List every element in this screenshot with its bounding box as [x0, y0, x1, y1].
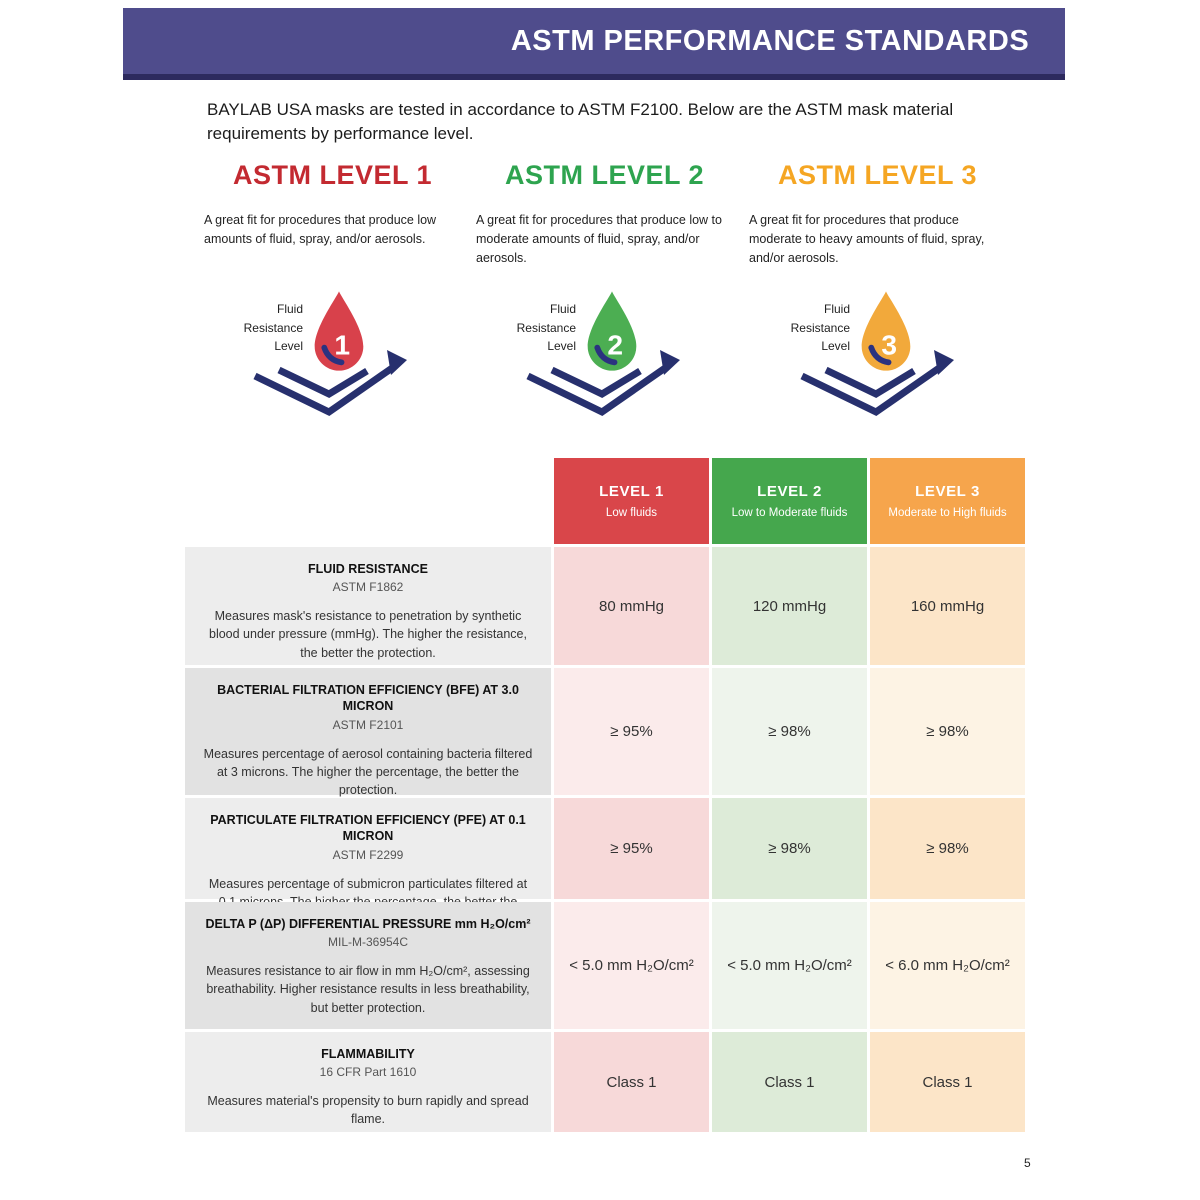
column-subtitle: Low fluids [605, 507, 658, 519]
table-value: 80 mmHg [554, 547, 709, 665]
table-value: ≥ 98% [870, 798, 1025, 899]
page-number: 5 [1024, 1156, 1031, 1170]
level-1-section: ASTM LEVEL 1 A great fit for procedures … [190, 160, 475, 249]
row-description: Measures material's propensity to burn r… [207, 1094, 529, 1127]
row-standard: ASTM F2101 [332, 717, 404, 732]
row-standard: ASTM F2299 [332, 847, 404, 862]
table-value: ≥ 98% [870, 668, 1025, 795]
row-title: FLAMMABILITY [321, 1047, 415, 1061]
droplet-icon: 3 [861, 291, 911, 371]
row-standard: ASTM F1862 [332, 580, 404, 595]
row-standard: 16 CFR Part 1610 [319, 1065, 417, 1080]
intro-text: BAYLAB USA masks are tested in accordanc… [207, 100, 954, 143]
column-title: LEVEL 3 [915, 483, 980, 500]
row-standard: MIL-M-36954C [327, 935, 409, 950]
fluid-resistance-label: Fluid Resistance Level [243, 302, 303, 354]
table-value: 160 mmHg [870, 547, 1025, 665]
droplet-number: 3 [881, 330, 897, 361]
column-title: LEVEL 2 [757, 483, 822, 500]
level-2-section: ASTM LEVEL 2 A great fit for procedures … [462, 160, 747, 267]
droplet-icon: 1 [314, 291, 364, 371]
row-description: Measures mask's resistance to penetratio… [209, 609, 527, 660]
column-subtitle: Moderate to High fluids [888, 507, 1007, 519]
table-value: ≥ 95% [554, 668, 709, 795]
level-1-heading: ASTM LEVEL 1 [232, 160, 433, 190]
fluid-resistance-icon-level-1: Fluid Resistance Level 1 [225, 288, 445, 423]
table-value: < 5.0 mm H₂O/cm² [554, 902, 709, 1029]
table-value: Class 1 [712, 1032, 867, 1132]
level-3-section: ASTM LEVEL 3 A great fit for procedures … [735, 160, 1020, 267]
header-banner: ASTM PERFORMANCE STANDARDS [123, 8, 1065, 80]
level-3-description: A great fit for procedures that produce … [749, 213, 985, 265]
row-title: DELTA P (ΔP) DIFFERENTIAL PRESSURE mm H₂… [205, 917, 531, 931]
level-2-heading: ASTM LEVEL 2 [504, 160, 705, 190]
level-2-description: A great fit for procedures that produce … [476, 213, 722, 265]
row-label-bfe: BACTERIAL FILTRATION EFFICIENCY (BFE) AT… [185, 668, 551, 797]
fluid-resistance-icon-level-3: Fluid Resistance Level 3 [772, 288, 992, 423]
row-label-flammability: FLAMMABILITY 16 CFR Part 1610 Measures m… [185, 1032, 551, 1132]
table-value: 120 mmHg [712, 547, 867, 665]
row-label-pfe: PARTICULATE FILTRATION EFFICIENCY (PFE) … [185, 798, 551, 927]
table-value: Class 1 [554, 1032, 709, 1132]
column-subtitle: Low to Moderate fluids [731, 507, 848, 519]
page-title: ASTM PERFORMANCE STANDARDS [510, 25, 1030, 57]
table-value: ≥ 98% [712, 798, 867, 899]
row-label-fluid-resistance: FLUID RESISTANCE ASTM F1862 Measures mas… [185, 547, 551, 665]
column-title: LEVEL 1 [599, 483, 664, 500]
layers-arrow-icon [526, 350, 680, 417]
table-value: ≥ 98% [712, 668, 867, 795]
table-value: Class 1 [870, 1032, 1025, 1132]
row-description: Measures percentage of aerosol containin… [203, 746, 533, 797]
column-header-level-1: LEVEL 1 Low fluids [554, 458, 709, 544]
fluid-resistance-label: Fluid Resistance Level [516, 302, 576, 354]
table-value: < 5.0 mm H₂O/cm² [712, 902, 867, 1029]
table-corner-cell [185, 458, 551, 544]
layers-arrow-icon [800, 350, 954, 417]
fluid-resistance-label: Fluid Resistance Level [790, 302, 850, 354]
fluid-resistance-icon-level-2: Fluid Resistance Level 2 [498, 288, 718, 423]
row-title: FLUID RESISTANCE [308, 562, 428, 576]
table-value: ≥ 95% [554, 798, 709, 899]
row-title: BACTERIAL FILTRATION EFFICIENCY (BFE) AT… [217, 683, 519, 714]
column-header-level-2: LEVEL 2 Low to Moderate fluids [712, 458, 867, 544]
table-value: < 6.0 mm H₂O/cm² [870, 902, 1025, 1029]
specs-table: LEVEL 1 Low fluids LEVEL 2 Low to Modera… [185, 458, 1025, 1132]
level-1-description: A great fit for procedures that produce … [204, 213, 437, 246]
column-header-level-3: LEVEL 3 Moderate to High fluids [870, 458, 1025, 544]
row-description: Measures resistance to air flow in mm H₂… [206, 964, 530, 1015]
row-title: PARTICULATE FILTRATION EFFICIENCY (PFE) … [210, 813, 526, 844]
layers-arrow-icon [253, 350, 407, 417]
droplet-icon: 2 [587, 291, 637, 371]
droplet-number: 1 [334, 330, 350, 361]
droplet-number: 2 [607, 330, 623, 361]
level-3-heading: ASTM LEVEL 3 [777, 160, 978, 190]
row-label-delta-p: DELTA P (ΔP) DIFFERENTIAL PRESSURE mm H₂… [185, 902, 551, 1029]
